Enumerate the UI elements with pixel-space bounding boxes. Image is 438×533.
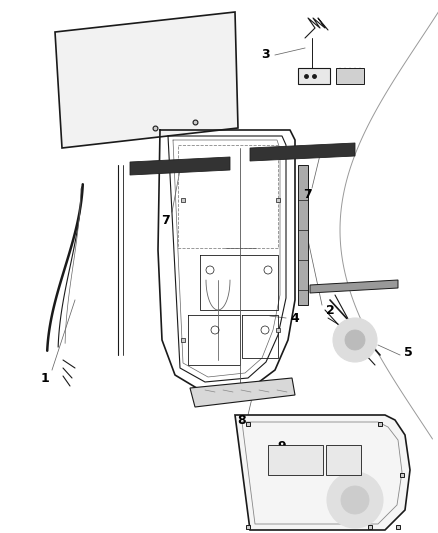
Circle shape	[341, 486, 369, 514]
Text: 9: 9	[278, 440, 286, 454]
Polygon shape	[190, 378, 295, 407]
Text: 8: 8	[238, 414, 246, 426]
FancyBboxPatch shape	[326, 445, 361, 475]
Text: 4: 4	[291, 311, 300, 325]
Polygon shape	[235, 415, 410, 530]
Circle shape	[327, 472, 383, 528]
FancyBboxPatch shape	[298, 68, 330, 84]
Polygon shape	[250, 143, 355, 161]
Polygon shape	[55, 12, 238, 148]
Text: 7: 7	[161, 214, 170, 227]
Text: 2: 2	[325, 303, 334, 317]
FancyBboxPatch shape	[268, 445, 323, 475]
Polygon shape	[130, 157, 230, 175]
Polygon shape	[310, 280, 398, 293]
Text: 3: 3	[261, 49, 269, 61]
Text: 7: 7	[304, 189, 312, 201]
Circle shape	[345, 330, 365, 350]
Circle shape	[333, 318, 377, 362]
Polygon shape	[298, 165, 308, 305]
FancyBboxPatch shape	[336, 68, 364, 84]
Text: 1: 1	[41, 372, 49, 384]
Text: 5: 5	[404, 345, 412, 359]
